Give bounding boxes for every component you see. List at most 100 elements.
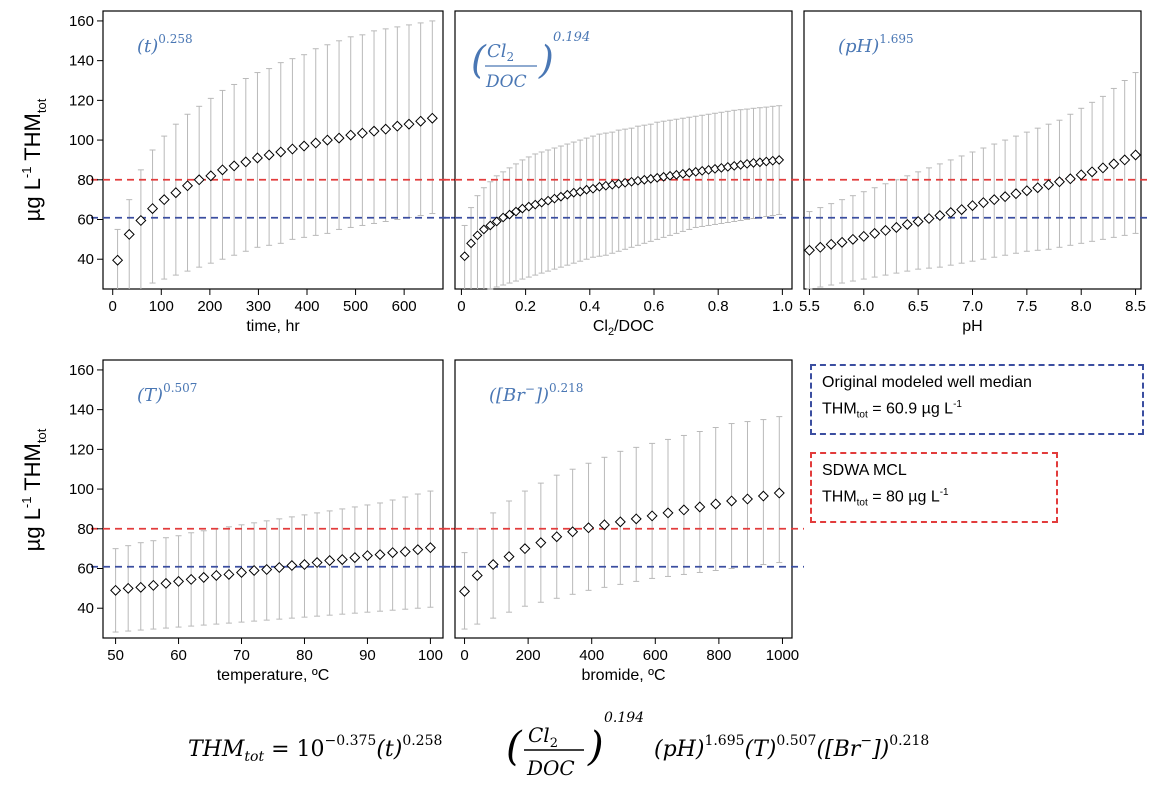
panel-time: 0 100 200 300 400 500 600 40 60 80 100 120 140 160 tim… <box>69 10 455 335</box>
data-point <box>726 495 738 507</box>
data-point <box>535 537 547 549</box>
factor-paren-open: ( <box>471 38 487 82</box>
x-tick-label: 6.5 <box>908 298 929 315</box>
data-point <box>275 146 287 158</box>
y-tick-label: 40 <box>77 600 94 617</box>
x-tick-label: 50 <box>107 647 124 664</box>
data-point <box>1021 185 1033 197</box>
data-point <box>1086 166 1098 178</box>
data-point <box>356 127 368 139</box>
svg-text:Cl2: Cl2 <box>528 723 558 751</box>
x-tick-label: 0.6 <box>644 298 665 315</box>
y-tick-label: 60 <box>77 212 94 229</box>
x-axis-label: bromide, ºC <box>581 667 665 684</box>
data-point <box>757 490 769 502</box>
data-point <box>286 560 298 572</box>
data-point <box>803 244 815 256</box>
data-point <box>345 129 357 141</box>
y-tick-label: 160 <box>69 362 94 379</box>
data-point <box>426 112 438 124</box>
data-point <box>773 487 785 499</box>
x-tick-label: 100 <box>418 647 443 664</box>
data-point <box>311 557 323 569</box>
data-point <box>466 238 476 249</box>
svg-text:(: ( <box>506 724 523 770</box>
data-point <box>193 174 205 186</box>
data-point <box>123 228 135 240</box>
x-axis-label: Cl2/DOC <box>593 318 654 338</box>
data-point <box>491 216 502 227</box>
data-point <box>236 566 248 578</box>
data-point <box>551 531 563 543</box>
y-axis-label-top: µg L-1 THMtot <box>19 98 49 221</box>
plot-frame <box>454 359 793 639</box>
data-point <box>147 579 159 591</box>
x-tick-label: 0.2 <box>515 298 536 315</box>
x-tick-label: 500 <box>343 298 368 315</box>
x-tick-label: 0.8 <box>708 298 729 315</box>
data-point <box>321 134 333 146</box>
x-tick-label: 100 <box>149 298 174 315</box>
data-point <box>1032 182 1044 194</box>
data-point <box>1119 154 1131 166</box>
data-point <box>901 218 913 230</box>
data-point <box>248 564 260 576</box>
y-tick-label: 80 <box>77 172 94 189</box>
x-tick-label: 80 <box>296 647 313 664</box>
data-point <box>890 221 902 233</box>
data-point <box>880 224 892 236</box>
data-point <box>988 194 1000 206</box>
panel-ph: 5.5 6.0 6.5 7.0 7.5 8.0 8.5 pH (pH)1.695 <box>792 10 1149 335</box>
data-point <box>814 241 826 253</box>
data-point <box>598 519 610 531</box>
data-point <box>678 504 690 516</box>
x-tick-label: 6.0 <box>853 298 874 315</box>
x-tick-label: 1000 <box>766 647 799 664</box>
data-point <box>1097 162 1109 174</box>
data-point <box>399 546 411 558</box>
x-tick-label: 200 <box>516 647 541 664</box>
data-point <box>403 118 415 130</box>
data-point <box>185 573 197 585</box>
data-point <box>387 547 399 559</box>
data-point <box>412 544 424 556</box>
data-point <box>182 180 194 192</box>
x-tick-label: 0 <box>460 647 468 664</box>
x-tick-label: 70 <box>233 647 250 664</box>
factor-annotation: (T)0.507 <box>137 381 197 406</box>
data-point <box>498 212 509 223</box>
data-point <box>210 569 222 581</box>
x-tick-label: 8.5 <box>1125 298 1146 315</box>
data-point <box>424 542 436 554</box>
svg-text:): ) <box>587 724 604 770</box>
y-tick-label: 140 <box>69 402 94 419</box>
x-tick-label: 600 <box>392 298 417 315</box>
data-point <box>1043 179 1055 191</box>
factor-annotation: ([Br−])0.218 <box>489 381 583 406</box>
data-point <box>646 510 658 522</box>
data-point <box>977 197 989 209</box>
x-tick-label: 400 <box>579 647 604 664</box>
data-point <box>349 552 361 564</box>
y-tick-label: 100 <box>69 481 94 498</box>
data-point <box>336 554 348 566</box>
x-tick-label: 200 <box>197 298 222 315</box>
legend-mcl-line1: SDWA MCL <box>822 462 907 479</box>
data-point <box>858 230 870 242</box>
data-point <box>298 140 310 152</box>
factor-numerator: Cl2 <box>487 41 514 64</box>
data-point <box>999 191 1011 203</box>
x-tick-label: 60 <box>170 647 187 664</box>
data-point <box>478 224 489 235</box>
x-tick-label: 8.0 <box>1071 298 1092 315</box>
data-point <box>471 569 483 581</box>
model-equation: THMtot = 10−0.375(t)0.258 ( Cl2 DOC ) 0.… <box>188 710 929 780</box>
data-point <box>1053 176 1065 188</box>
plot-frame <box>102 359 444 639</box>
data-point <box>614 516 626 528</box>
panel-cl2doc: 0 0.2 0.4 0.6 0.8 1.0 Cl2/DOC (Cl2 DOC)0.194 <box>443 10 804 338</box>
x-tick-label: 600 <box>643 647 668 664</box>
svg-text:DOC: DOC <box>526 756 575 780</box>
data-point <box>459 251 470 262</box>
